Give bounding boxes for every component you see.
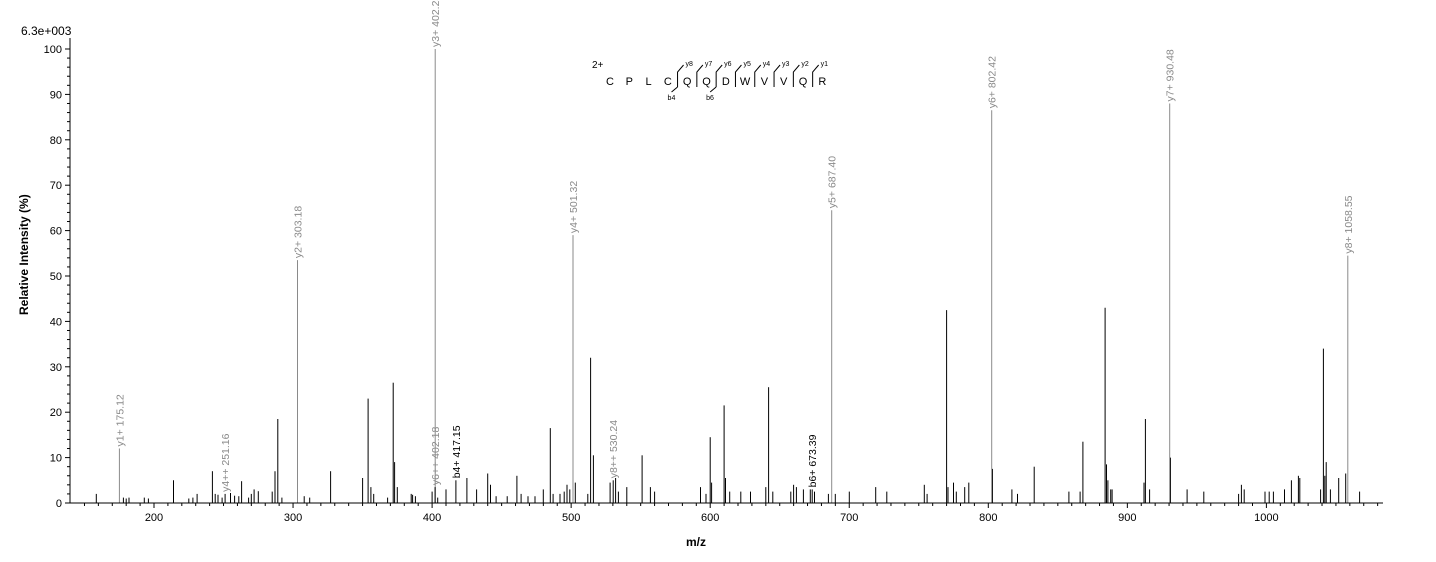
x-tick-label-7: 900 bbox=[1118, 512, 1136, 524]
peak-label-10: y6+ 802.42 bbox=[987, 56, 999, 108]
y-axis-title: Relative Intensity (%) bbox=[17, 194, 31, 315]
sequence-residue-5: Q bbox=[702, 76, 711, 88]
y-ion-bracket-5 bbox=[773, 64, 781, 87]
ticks-layer: 200 300 400 500 600 700 800 900 1000 0 10 20 30 40 50 6… bbox=[44, 44, 1379, 524]
b-ion-label-0: b4 bbox=[668, 95, 676, 102]
y-ion-bracket-4 bbox=[754, 64, 762, 87]
peak-label-9: y5+ 687.40 bbox=[827, 156, 839, 208]
x-tick-label-5: 700 bbox=[840, 512, 858, 524]
sequence-charge: 2+ bbox=[592, 60, 604, 71]
b-ion-bracket-0 bbox=[671, 86, 678, 93]
y-ion-label-4: y4 bbox=[763, 61, 771, 68]
peak-label-0: y1+ 175.12 bbox=[114, 394, 126, 446]
axes-layer bbox=[69, 38, 1383, 504]
sequence-residue-10: Q bbox=[799, 76, 808, 88]
y-ion-bracket-6 bbox=[792, 64, 800, 87]
b-ion-bracket-1 bbox=[709, 86, 717, 93]
y-tick-label-5: 50 bbox=[50, 271, 62, 283]
sequence-residue-2: L bbox=[646, 76, 652, 88]
sequence-residue-1: P bbox=[626, 76, 633, 88]
sequence-residue-8: V bbox=[761, 76, 769, 88]
x-tick-label-3: 500 bbox=[562, 512, 580, 524]
peak-label-6: y4+ 501.32 bbox=[568, 181, 580, 233]
y-ion-bracket-1 bbox=[696, 64, 704, 87]
y-ion-label-7: y1 bbox=[821, 61, 829, 68]
y-tick-label-2: 20 bbox=[50, 407, 62, 419]
x-tick-label-1: 300 bbox=[284, 512, 302, 524]
sequence-residue-11: R bbox=[818, 76, 826, 88]
y-ion-bracket-0 bbox=[677, 64, 684, 87]
sequence-residue-3: C bbox=[664, 76, 672, 88]
sequence-residue-9: V bbox=[780, 76, 788, 88]
sequence-residue-0: C bbox=[606, 76, 614, 88]
y-ion-label-2: y6 bbox=[724, 61, 732, 68]
peak-label-7: y8++ 530.24 bbox=[608, 420, 620, 479]
peak-label-3: y3+ 402.25 bbox=[430, 0, 442, 47]
x-tick-label-4: 600 bbox=[701, 512, 719, 524]
y-tick-label-6: 60 bbox=[50, 226, 62, 238]
x-tick-label-8: 1000 bbox=[1254, 512, 1278, 524]
scale-label: 6.3e+003 bbox=[21, 24, 72, 38]
peaks-layer bbox=[95, 307, 1361, 503]
peak-label-12: y8+ 1058.55 bbox=[1343, 195, 1355, 253]
peak-label-1: y4++ 251.16 bbox=[220, 433, 232, 492]
sequence-residue-4: Q bbox=[683, 76, 692, 88]
y-tick-label-8: 80 bbox=[50, 135, 62, 147]
peak-label-8: b6+ 673.39 bbox=[807, 434, 819, 487]
y-tick-label-1: 10 bbox=[50, 453, 62, 465]
y-tick-label-9: 90 bbox=[50, 89, 62, 101]
y-ion-label-3: y5 bbox=[743, 61, 751, 68]
y-tick-label-3: 30 bbox=[50, 362, 62, 374]
annotated-peaks-layer: y1+ 175.12 y4++ 251.16 y2+ 303.18 y3+ 402.2… bbox=[114, 0, 1355, 503]
sequence-residue-6: D bbox=[722, 76, 730, 88]
y-ion-bracket-2 bbox=[715, 64, 723, 87]
x-axis-title: m/z bbox=[686, 535, 706, 549]
x-tick-label-2: 400 bbox=[423, 512, 441, 524]
y-ion-label-6: y2 bbox=[801, 61, 809, 68]
peak-label-11: y7+ 930.48 bbox=[1165, 49, 1177, 101]
y-tick-label-0: 0 bbox=[56, 498, 62, 510]
y-tick-label-10: 100 bbox=[44, 44, 62, 56]
x-tick-label-0: 200 bbox=[145, 512, 163, 524]
y-ion-label-5: y3 bbox=[782, 61, 790, 68]
x-tick-label-6: 800 bbox=[979, 512, 997, 524]
y-ion-label-0: y8 bbox=[686, 61, 694, 68]
b-ion-label-1: b6 bbox=[706, 95, 714, 102]
peak-label-4: y6++ 402.18 bbox=[430, 427, 442, 486]
y-ion-bracket-3 bbox=[734, 64, 742, 87]
y-ion-bracket-7 bbox=[812, 64, 820, 87]
peak-label-2: y2+ 303.18 bbox=[293, 206, 305, 258]
y-tick-label-7: 70 bbox=[50, 180, 62, 192]
peak-label-5: b4+ 417.15 bbox=[451, 425, 463, 478]
sequence-residue-7: W bbox=[740, 76, 751, 88]
y-tick-label-4: 40 bbox=[50, 316, 62, 328]
y-ion-label-1: y7 bbox=[705, 61, 713, 68]
